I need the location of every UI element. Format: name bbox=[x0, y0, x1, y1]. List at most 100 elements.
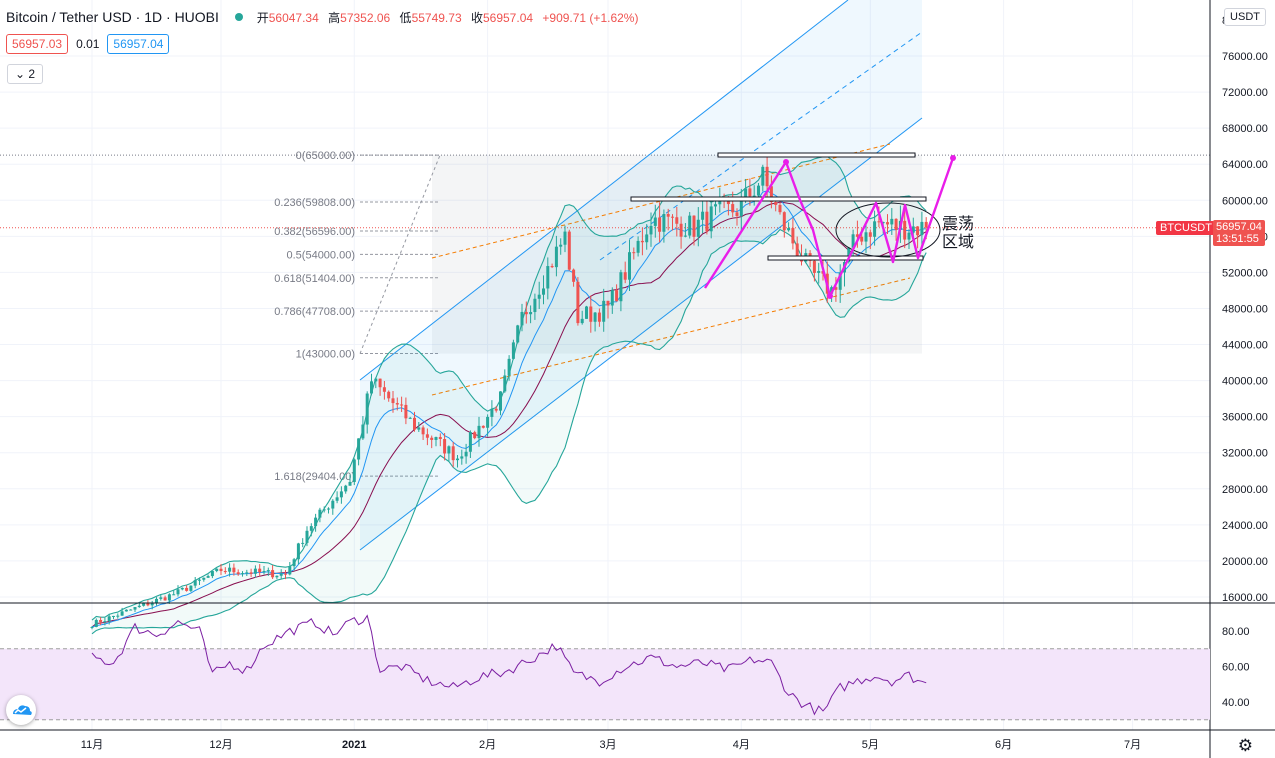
grid-lines bbox=[0, 0, 1210, 730]
gear-icon[interactable]: ⚙ bbox=[1237, 736, 1253, 755]
candle-body bbox=[253, 568, 257, 574]
candle-body bbox=[438, 437, 442, 440]
symbol-title[interactable]: Bitcoin / Tether USD · 1D · HUOBI bbox=[6, 9, 219, 25]
candle-body bbox=[791, 228, 795, 244]
candle-body bbox=[761, 166, 765, 186]
time-tick-label: 2月 bbox=[479, 739, 496, 751]
time-axis[interactable]: 11月 12月 2021 2月 3月 4月 5月 6月 7月 bbox=[81, 739, 1141, 751]
candle-body bbox=[460, 456, 464, 459]
candle-body bbox=[855, 234, 859, 237]
candle-body bbox=[271, 570, 275, 578]
fib-level-label: 0.5(54000.00) bbox=[287, 249, 356, 261]
candle-body bbox=[318, 509, 322, 518]
time-tick-label: 11月 bbox=[81, 739, 103, 751]
time-tick-label: 6月 bbox=[995, 739, 1012, 751]
sell-button[interactable]: 56957.03 bbox=[6, 34, 69, 54]
buy-button[interactable]: 56957.04 bbox=[107, 34, 170, 54]
candle-body bbox=[120, 611, 124, 616]
price-tick-label: 72000.00 bbox=[1222, 87, 1268, 99]
candle-body bbox=[563, 231, 567, 245]
candle-body bbox=[193, 580, 197, 586]
candle-body bbox=[546, 266, 550, 289]
price-tick-label: 36000.00 bbox=[1222, 412, 1268, 424]
candle-body bbox=[692, 215, 696, 237]
candle-body bbox=[696, 219, 700, 237]
candle-body bbox=[726, 199, 730, 205]
candle-body bbox=[503, 375, 507, 392]
candle-body bbox=[782, 212, 786, 231]
orange-channel-upper bbox=[431, 143, 891, 259]
time-tick-label: 4月 bbox=[733, 739, 750, 751]
fibonacci-retracement: 0(65000.00) 0.236(59808.00) 0.382(56596.00… bbox=[0, 150, 1210, 483]
bollinger-fill bbox=[92, 156, 927, 634]
candle-body bbox=[920, 221, 924, 236]
candle-body bbox=[774, 202, 778, 205]
time-tick-label: 7月 bbox=[1124, 739, 1141, 751]
candle-body bbox=[202, 577, 206, 580]
rsi-pane: 40.00 60.00 80.00 bbox=[0, 614, 1250, 721]
candle-body bbox=[258, 568, 262, 573]
open-label: 开 bbox=[256, 11, 269, 25]
candle-body bbox=[275, 575, 279, 578]
candle-body bbox=[124, 609, 128, 612]
candle-body bbox=[314, 517, 318, 527]
candle-body bbox=[688, 215, 692, 236]
candle-body bbox=[447, 446, 451, 454]
candle-body bbox=[408, 417, 412, 419]
candle-body bbox=[296, 543, 300, 560]
candle-body bbox=[597, 312, 601, 322]
candle-body bbox=[443, 439, 447, 454]
candle-body bbox=[585, 306, 588, 319]
indicators-collapse-button[interactable]: ⌄ 2 bbox=[7, 64, 44, 84]
fib-level-label: 1(43000.00) bbox=[296, 349, 355, 361]
candle-body bbox=[210, 571, 214, 577]
candle-body bbox=[425, 434, 429, 438]
candle-body bbox=[137, 605, 141, 608]
candle-body bbox=[628, 252, 631, 280]
candle-body bbox=[640, 240, 644, 243]
candle-body bbox=[185, 587, 189, 591]
candle-body bbox=[619, 272, 623, 302]
candle-body bbox=[331, 500, 335, 509]
candle-body bbox=[511, 342, 515, 359]
currency-button[interactable]: USDT bbox=[1224, 8, 1266, 26]
candle-body bbox=[206, 576, 210, 578]
close-label: 收 bbox=[470, 11, 483, 25]
candle-body bbox=[744, 188, 748, 198]
candle-body bbox=[378, 378, 382, 388]
range-ellipse bbox=[835, 202, 941, 258]
candle-body bbox=[142, 602, 146, 606]
candle-body bbox=[752, 195, 756, 197]
price-tick-label: 76000.00 bbox=[1222, 51, 1268, 63]
time-tick-label: 2021 bbox=[342, 739, 366, 751]
candle-body bbox=[714, 204, 717, 207]
candle-body bbox=[632, 252, 636, 254]
candle-body bbox=[602, 300, 606, 322]
candle-body bbox=[159, 597, 163, 599]
high-value: 57352.06 bbox=[340, 11, 391, 25]
candle-body bbox=[391, 398, 395, 404]
ema-line bbox=[91, 190, 927, 628]
candle-body bbox=[494, 408, 498, 411]
candle-body bbox=[279, 573, 283, 576]
candle-body bbox=[615, 290, 619, 302]
candle-body bbox=[739, 197, 743, 216]
open-value: 56047.34 bbox=[268, 11, 319, 25]
rsi-tick-label: 80.00 bbox=[1222, 626, 1250, 638]
candle-body bbox=[180, 587, 184, 590]
tradingview-logo[interactable] bbox=[6, 695, 36, 725]
candle-body bbox=[348, 481, 352, 486]
candle-body bbox=[666, 213, 670, 217]
fib-level-label: 0(65000.00) bbox=[296, 150, 355, 162]
price-tick-label: 48000.00 bbox=[1222, 303, 1268, 315]
market-status-icon bbox=[234, 13, 243, 21]
high-label: 高 bbox=[328, 11, 341, 25]
candle-body bbox=[610, 290, 614, 306]
candle-body bbox=[150, 602, 154, 606]
bar-countdown: 13:51:55 bbox=[1216, 232, 1259, 245]
arrow-head bbox=[827, 293, 833, 299]
candle-body bbox=[748, 188, 752, 197]
fib-level-label: 0.236(59808.00) bbox=[274, 197, 355, 209]
